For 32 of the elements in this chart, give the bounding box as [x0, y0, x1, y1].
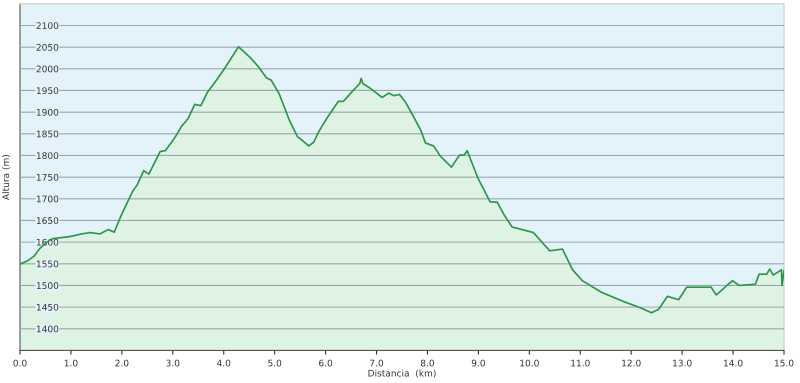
y-tick-label: 2050 [36, 44, 58, 51]
x-tick-label: 15.0 [774, 360, 794, 366]
x-tick-label: 11.0 [571, 360, 590, 366]
y-tick-label: 1750 [36, 174, 58, 181]
x-tick-label: 0.0 [13, 360, 27, 366]
x-tick-label: 1.0 [64, 360, 78, 366]
y-tick-label: 1950 [36, 87, 58, 94]
x-tick-label: 14.0 [724, 360, 743, 366]
x-tick-label: 6.0 [319, 360, 332, 366]
y-tick-label: 2100 [36, 22, 58, 30]
y-tick-label: 1900 [36, 108, 58, 116]
y-tick-label: 1850 [36, 130, 58, 138]
y-tick-label: 1700 [36, 196, 58, 202]
x-tick-label: 3.0 [166, 360, 180, 366]
x-tick-label: 10.0 [520, 360, 539, 366]
x-tick-label: 13.0 [673, 360, 692, 366]
x-axis-title: Distancia (km) [368, 370, 436, 378]
x-tick-label: 7.0 [370, 360, 384, 366]
x-tick-label: 12.0 [622, 360, 641, 366]
x-tick-label: 2.0 [115, 360, 128, 366]
y-tick-label: 1500 [36, 282, 58, 290]
y-tick-label: 1400 [36, 326, 58, 332]
x-tick-label: 8.0 [420, 360, 434, 366]
x-tick-label: 5.0 [268, 360, 282, 366]
y-tick-label: 1550 [36, 260, 58, 268]
y-tick-label: 1450 [36, 304, 58, 311]
x-tick-label: 4.0 [216, 360, 230, 366]
y-axis-title: Altura (m) [2, 154, 10, 200]
y-tick-label: 2000 [36, 66, 58, 72]
y-tick-label: 1800 [36, 152, 58, 160]
y-tick-label: 1650 [36, 217, 58, 224]
x-tick-label: 9.0 [472, 360, 485, 366]
